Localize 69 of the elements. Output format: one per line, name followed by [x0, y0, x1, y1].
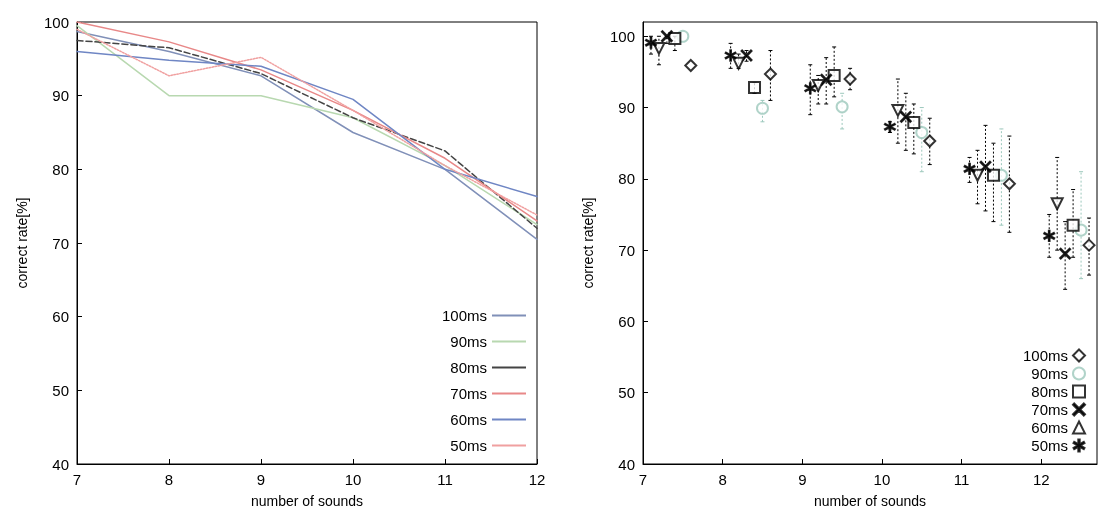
point — [660, 30, 674, 43]
legend-label: 50ms — [450, 437, 487, 454]
x-axis-title: number of sounds — [813, 493, 927, 509]
x-tick-label: 8 — [164, 471, 174, 488]
legend-label: 50ms — [1031, 437, 1068, 454]
point — [1058, 247, 1072, 260]
point — [827, 68, 841, 82]
legend-label: 70ms — [1031, 401, 1068, 418]
point — [732, 56, 746, 70]
x-tick-label: 11 — [437, 471, 453, 488]
point — [804, 82, 817, 95]
legend-label: 80ms — [1031, 383, 1068, 400]
x-tick-label: 9 — [798, 471, 807, 488]
x-tick-label: 11 — [953, 471, 970, 488]
y-tick-label: 50 — [52, 381, 69, 399]
y-tick-label: 70 — [52, 234, 69, 252]
y-tick-label: 100 — [609, 27, 635, 45]
y-tick-label: 80 — [52, 160, 69, 178]
point — [763, 67, 777, 81]
y-tick-label: 60 — [618, 312, 635, 330]
point — [755, 101, 769, 115]
y-tick-label: 100 — [43, 13, 69, 31]
point — [835, 100, 849, 114]
legend-label: 70ms — [450, 385, 487, 402]
point — [963, 162, 976, 176]
x-tick-label: 12 — [528, 471, 546, 488]
point — [1050, 197, 1064, 211]
point — [843, 72, 857, 86]
y-axis-title: correct rate[%] — [14, 197, 30, 289]
x-tick-label: 8 — [718, 471, 727, 488]
point — [1043, 229, 1056, 243]
point — [684, 58, 698, 72]
point — [915, 126, 929, 139]
legend-label: 60ms — [450, 411, 487, 428]
x-tick-label: 9 — [256, 471, 266, 488]
y-tick-label: 50 — [618, 384, 635, 402]
point — [1082, 238, 1096, 252]
y-tick-label: 80 — [618, 170, 635, 188]
point — [1066, 218, 1080, 232]
point — [883, 120, 897, 133]
point — [891, 103, 905, 117]
line-series — [76, 50, 538, 198]
x-tick-label: 10 — [344, 471, 362, 488]
x-tick-label: 7 — [72, 471, 82, 488]
x-tick-label: 12 — [1032, 471, 1050, 488]
y-tick-label: 40 — [618, 455, 635, 473]
y-tick-label: 70 — [618, 241, 635, 259]
point — [986, 168, 1000, 182]
point — [811, 78, 825, 92]
y-tick-label: 90 — [52, 87, 69, 105]
point — [1002, 177, 1016, 191]
legend-label: 100ms — [1022, 347, 1068, 364]
y-axis-title: correct rate[%] — [580, 197, 596, 289]
legend-label: 100ms — [441, 307, 487, 324]
y-tick-label: 60 — [52, 308, 69, 326]
y-tick-label: 40 — [52, 455, 69, 473]
point — [923, 134, 937, 148]
legend-label: 60ms — [1031, 419, 1068, 436]
point — [748, 81, 762, 95]
x-tick-label: 7 — [638, 471, 648, 488]
point — [724, 49, 737, 62]
legend-label: 90ms — [450, 333, 487, 350]
legend-label: 80ms — [450, 359, 487, 376]
point — [899, 110, 912, 123]
x-tick-label: 10 — [873, 471, 891, 488]
point — [644, 36, 658, 49]
x-axis-title: number of sounds — [250, 493, 364, 509]
y-tick-label: 90 — [618, 99, 635, 117]
legend-label: 90ms — [1031, 365, 1068, 382]
